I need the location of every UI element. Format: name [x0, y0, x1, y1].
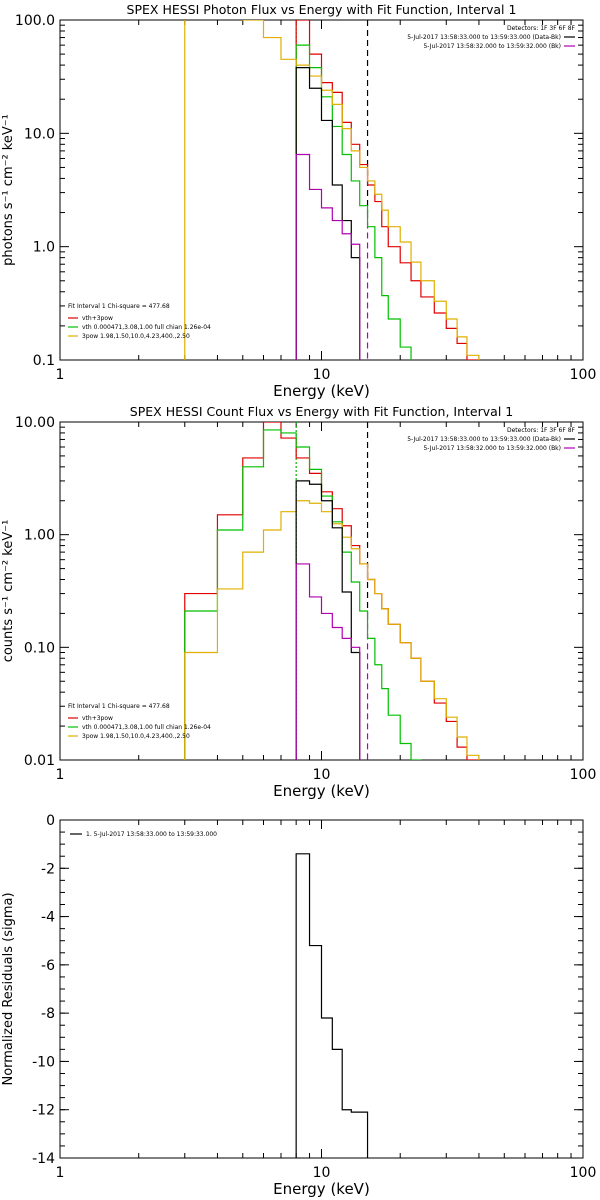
y-tick-label: 100.0 [15, 13, 55, 29]
detectors-label: Detectors: 1F 3F 6F 8F [507, 427, 576, 434]
y-axis: 0.1 1.0 10.0 100.0 photons s⁻¹ cm⁻² keV⁻¹ [1, 13, 583, 369]
x-axis-label: Energy (keV) [273, 1180, 370, 1198]
series-3pow [184, 500, 480, 760]
y-tick-label: 0.01 [24, 753, 55, 769]
series-vth-3pow [295, 20, 480, 360]
time-interval-label: 5-Jul-2017 13:58:33.000 to 13:59:33.000 … [407, 436, 561, 443]
y-tick-label: -14 [32, 1151, 55, 1167]
x-tick-label: 100 [570, 367, 597, 383]
y-tick-label: -6 [41, 958, 55, 974]
legend: Fit Interval 1 Chi-square = 477.68 vth+3p… [68, 703, 211, 740]
y-axis-label: Normalized Residuals (sigma) [1, 892, 16, 1085]
time-interval-label: 5-Jul-2017 13:58:33.000 to 13:59:33.000 … [407, 34, 561, 41]
chart-title: SPEX HESSI Photon Flux vs Energy with Fi… [127, 2, 517, 17]
legend: 1. 5-Jul-2017 13:58:33.000 to 13:59:33.0… [70, 831, 217, 838]
series-bkg [295, 563, 361, 760]
y-tick-label: 10.0 [24, 126, 55, 142]
x-axis: 1 10 100 Energy (keV) [56, 422, 597, 800]
series-vth [295, 44, 412, 360]
legend: Fit Interval 1 Chi-square = 477.68 vth+3p… [68, 303, 211, 340]
legend-item: vth 0.000471,3.08,1.00 full chian 1.26e-… [82, 324, 211, 331]
x-tick-label: 100 [570, 1165, 597, 1181]
legend-item: vth+3pow [82, 315, 113, 322]
time-interval-label: 5-Jul-2017 13:58:32.000 to 13:59:32.000 … [423, 445, 561, 452]
chart-panel-3: 1 10 100 Energy (keV) -14 -12 -10 -8 -6 -4 -2 0 Norm… [1, 813, 596, 1198]
legend-item: vth+3pow [82, 715, 113, 722]
y-axis: -14 -12 -10 -8 -6 -4 -2 0 Normalized Residuals (… [1, 813, 583, 1167]
x-tick-label: 10 [313, 367, 331, 383]
series-3pow [184, 20, 480, 360]
chart-title: SPEX HESSI Count Flux vs Energy with Fit… [130, 404, 513, 419]
y-tick-label: 0.1 [33, 353, 55, 369]
x-axis-label: Energy (keV) [273, 382, 370, 400]
y-tick-label: -12 [32, 1103, 55, 1119]
x-axis: 1 10 100 Energy (keV) [56, 820, 597, 1198]
y-axis-label: counts s⁻¹ cm⁻² keV⁻¹ [1, 520, 16, 663]
y-tick-label: 10.00 [15, 415, 55, 431]
x-tick-label: 1 [56, 1165, 65, 1181]
x-tick-label: 100 [570, 767, 597, 783]
legend-item: vth 0.000471,3.08,1.00 full chian 1.26e-… [82, 724, 211, 731]
detectors-label: Detectors: 1F 3F 6F 8F [507, 25, 576, 32]
y-tick-label: -2 [41, 861, 55, 877]
legend-header: Fit Interval 1 Chi-square = 477.68 [68, 303, 170, 310]
info-box: Detectors: 1F 3F 6F 8F 5-Jul-2017 13:58:3… [407, 427, 575, 452]
y-tick-label: 1.0 [33, 240, 55, 256]
x-axis: 1 10 100 Energy (keV) [56, 20, 597, 400]
legend-item: 1. 5-Jul-2017 13:58:33.000 to 13:59:33.0… [86, 831, 217, 838]
series-1-5-jul-2017-13-58-33-000-to-13-59-33-000 [295, 853, 369, 1158]
series-bkg [295, 153, 361, 360]
chart-panel-2: SPEX HESSI Count Flux vs Energy with Fit… [1, 404, 596, 800]
time-interval-label: 5-Jul-2017 13:58:32.000 to 13:59:32.000 … [423, 43, 561, 50]
y-tick-label: 1.00 [24, 528, 55, 544]
legend-item: 3pow 1.98,1.50,10.0,4.23,400.,2.50 [82, 333, 190, 340]
chart-panel-1: SPEX HESSI Photon Flux vs Energy with Fi… [1, 2, 597, 400]
legend-item: 3pow 1.98,1.50,10.0,4.23,400.,2.50 [82, 733, 190, 740]
series-data [295, 67, 361, 360]
y-tick-label: 0.10 [24, 640, 55, 656]
x-tick-label: 10 [313, 767, 331, 783]
info-box: Detectors: 1F 3F 6F 8F 5-Jul-2017 13:58:3… [407, 25, 575, 50]
y-tick-label: 0 [46, 813, 55, 829]
x-axis-label: Energy (keV) [273, 782, 370, 800]
y-axis: 0.01 0.10 1.00 10.00 counts s⁻¹ cm⁻² keV⁻¹ [1, 415, 583, 769]
y-axis-label: photons s⁻¹ cm⁻² keV⁻¹ [1, 114, 16, 266]
series-vth-3pow [184, 422, 480, 760]
series-vth [184, 429, 422, 760]
x-tick-label: 1 [56, 767, 65, 783]
y-tick-label: -8 [41, 1006, 55, 1022]
x-tick-label: 1 [56, 367, 65, 383]
x-tick-label: 10 [313, 1165, 331, 1181]
y-tick-label: -4 [41, 910, 55, 926]
legend-header: Fit Interval 1 Chi-square = 477.68 [68, 703, 170, 710]
y-tick-label: -10 [32, 1054, 55, 1070]
